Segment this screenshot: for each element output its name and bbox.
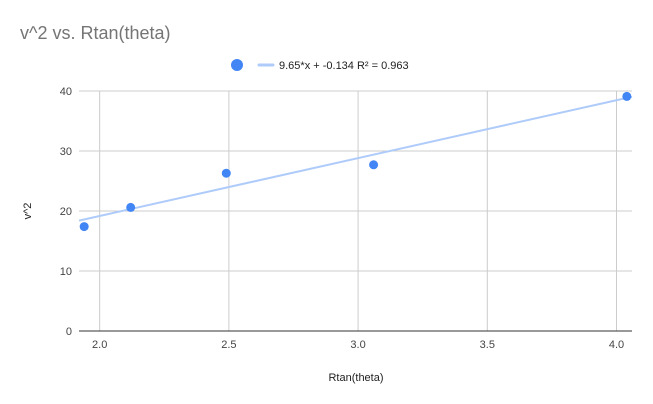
x-tick-label: 2.5 [221,339,236,351]
legend-trendline-label: 9.65*x + -0.134 R² = 0.963 [279,60,409,72]
data-point [369,160,379,170]
x-tick-label: 3.0 [350,339,365,351]
chart-title: v^2 vs. Rtan(theta) [20,23,171,43]
data-point [221,168,231,178]
data-point [622,91,632,101]
x-tick-label: 4.0 [609,339,624,351]
x-axis-title: Rtan(theta) [328,372,383,384]
x-tick-label: 2.0 [92,339,107,351]
points-layer [79,91,632,232]
legend-series-marker [231,59,243,71]
data-point [126,202,136,212]
y-tick-label: 20 [60,206,72,218]
y-tick-label: 40 [60,86,72,98]
grid [79,90,632,331]
y-tick-label: 0 [66,326,72,338]
y-tick-label: 30 [60,146,72,158]
trendline-layer [78,95,633,222]
trendline [78,95,633,222]
data-point [79,222,89,232]
y-tick-label: 10 [60,266,72,278]
x-tick-label: 3.5 [480,339,495,351]
y-axis-title: v^2 [22,203,34,220]
legend: 9.65*x + -0.134 R² = 0.963 [231,59,409,72]
tick-labels: 0 10 20 30 40 2.0 2.5 3.0 3.5 4.0 [60,86,624,351]
